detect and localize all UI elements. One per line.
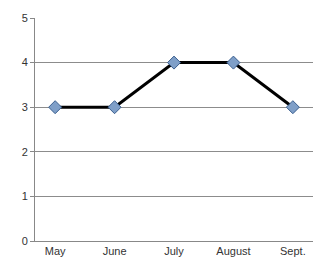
svg-text:0: 0 [22,235,28,247]
svg-text:2: 2 [22,146,28,158]
svg-text:July: July [164,245,184,257]
svg-text:June: June [103,245,127,257]
svg-text:August: August [216,245,250,257]
svg-text:Sept.: Sept. [280,245,306,257]
svg-text:4: 4 [22,56,28,68]
svg-text:3: 3 [22,101,28,113]
svg-text:1: 1 [22,190,28,202]
svg-text:May: May [45,245,66,257]
svg-text:5: 5 [22,12,28,24]
